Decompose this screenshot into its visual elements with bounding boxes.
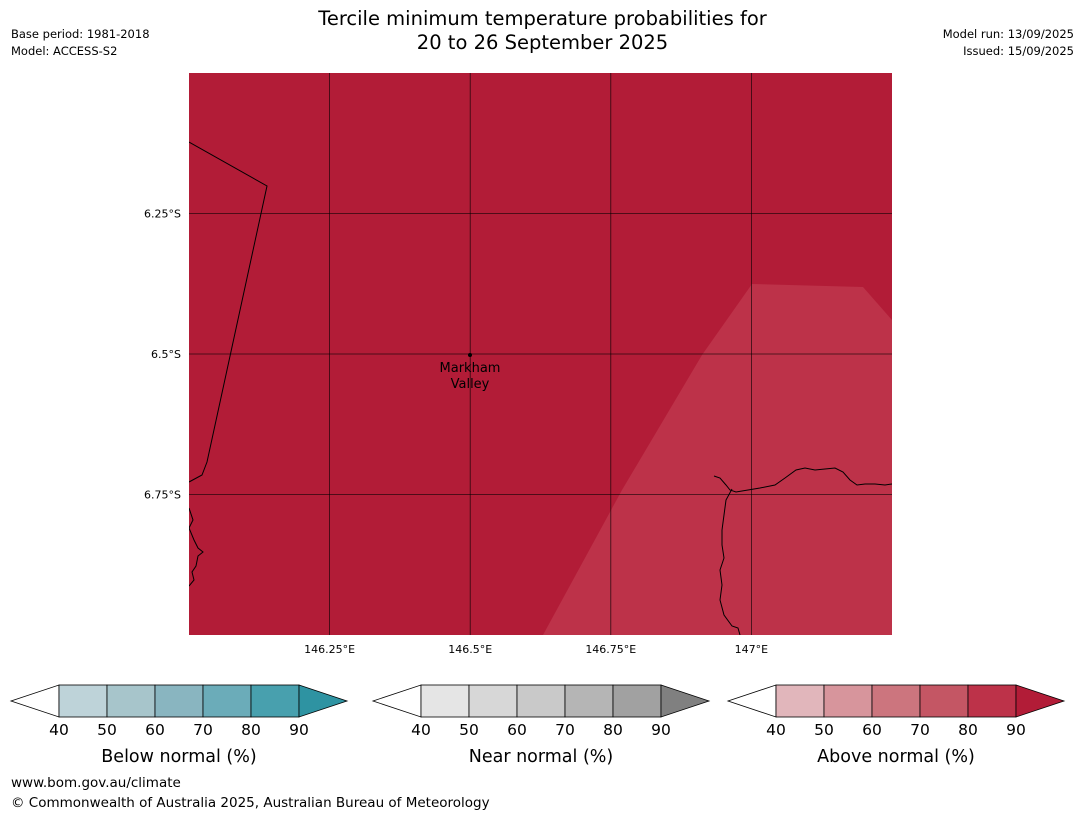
longitude-tick-label: 146.75°E <box>585 643 636 656</box>
colorbar-2: 40 50 60 70 80 90 Near normal (%) <box>371 684 711 767</box>
latitude-tick-label: 6.75°S <box>144 489 181 502</box>
colorbar-tick-label: 50 <box>459 721 479 739</box>
chart-title: Tercile minimum temperature probabilitie… <box>0 7 1085 55</box>
colorbar-title: Below normal (%) <box>101 747 256 767</box>
colorbar-under-extension <box>726 684 777 718</box>
coastline-huon-gulf <box>713 467 892 493</box>
meta-left: Base period: 1981-2018 Model: ACCESS-S2 <box>11 26 150 60</box>
colorbar-segment <box>871 684 921 718</box>
meta-right: Model run: 13/09/2025 Issued: 15/09/2025 <box>943 26 1074 60</box>
colorbar-tick-label: 60 <box>145 721 165 739</box>
colorbar-segment <box>516 684 566 718</box>
colorbar-segment <box>919 684 969 718</box>
map-panel[interactable] <box>189 73 892 635</box>
title-line-1: Tercile minimum temperature probabilitie… <box>318 7 767 30</box>
border-line <box>189 141 268 483</box>
colorbar-tick-label: 70 <box>555 721 575 739</box>
colorbar-tick-label: 50 <box>814 721 834 739</box>
coastline-east <box>719 488 741 635</box>
colorbar-title: Near normal (%) <box>469 747 614 767</box>
longitude-labels: 146.25°E 146.5°E 146.75°E 147°E <box>304 643 768 656</box>
colorbar-over-extension <box>660 684 711 718</box>
colorbar-tick-label: 80 <box>958 721 978 739</box>
colorbar-3: 40 50 60 70 80 90 Above normal (%) <box>726 684 1066 767</box>
model-run-text: Model run: 13/09/2025 <box>942 27 1074 41</box>
colorbar-segment <box>202 684 252 718</box>
colorbar-tick-label: 40 <box>411 721 431 739</box>
colorbar-tick-label: 80 <box>603 721 623 739</box>
footer-copyright: © Commonwealth of Australia 2025, Austra… <box>11 795 490 811</box>
colorbar-tick-label: 80 <box>241 721 261 739</box>
colorbar-under-extension <box>9 684 60 718</box>
coastline-west <box>189 507 204 587</box>
colorbar-title: Above normal (%) <box>817 747 975 767</box>
base-period-text: Base period: 1981-2018 <box>11 27 150 41</box>
colorbar-tick-label: 90 <box>289 721 309 739</box>
graticule <box>189 73 892 635</box>
latitude-tick-label: 6.25°S <box>144 208 181 221</box>
longitude-tick-label: 146.5°E <box>448 643 492 656</box>
colorbar-under-extension <box>371 684 422 718</box>
location-name-line-2: Valley <box>451 377 490 392</box>
colorbar-tick-label: 40 <box>766 721 786 739</box>
model-text: Model: ACCESS-S2 <box>11 44 118 58</box>
latitude-tick-label: 6.5°S <box>151 348 181 361</box>
colorbar-tick-label: 60 <box>862 721 882 739</box>
colorbar-over-extension <box>1015 684 1066 718</box>
issued-text: Issued: 15/09/2025 <box>963 44 1074 58</box>
colorbar-segment <box>967 684 1017 718</box>
probability-field-lower <box>543 284 892 635</box>
colorbar-segment <box>58 684 108 718</box>
colorbar-tick-label: 50 <box>97 721 117 739</box>
colorbar-tick-label: 70 <box>910 721 930 739</box>
colorbar-segment <box>468 684 518 718</box>
colorbar-1: 40 50 60 70 80 90 Below normal (%) <box>9 684 349 767</box>
colorbar-legends: 40 50 60 70 80 90 Below normal (%) 40 50 60 70 80 90… <box>9 684 1066 767</box>
colorbar-tick-label: 70 <box>193 721 213 739</box>
colorbar-tick-label: 90 <box>1006 721 1026 739</box>
title-line-2: 20 to 26 September 2025 <box>416 31 669 54</box>
colorbar-tick-label: 90 <box>651 721 671 739</box>
colorbar-segment <box>420 684 470 718</box>
colorbar-tick-label: 40 <box>49 721 69 739</box>
colorbar-over-extension <box>298 684 349 718</box>
colorbar-tick-label: 60 <box>507 721 527 739</box>
colorbar-segment <box>564 684 614 718</box>
colorbar-segment <box>250 684 300 718</box>
colorbar-segment <box>612 684 662 718</box>
colorbar-segment <box>775 684 825 718</box>
longitude-tick-label: 146.25°E <box>304 643 355 656</box>
location-marker[interactable] <box>468 353 472 357</box>
colorbar-segment <box>823 684 873 718</box>
location-name-line-1: Markham <box>440 361 501 376</box>
colorbar-segment <box>106 684 156 718</box>
footer-url[interactable]: www.bom.gov.au/climate <box>11 775 181 791</box>
longitude-tick-label: 147°E <box>735 643 768 656</box>
latitude-labels: 6.25°S 6.5°S 6.75°S <box>144 208 181 502</box>
colorbar-segment <box>154 684 204 718</box>
